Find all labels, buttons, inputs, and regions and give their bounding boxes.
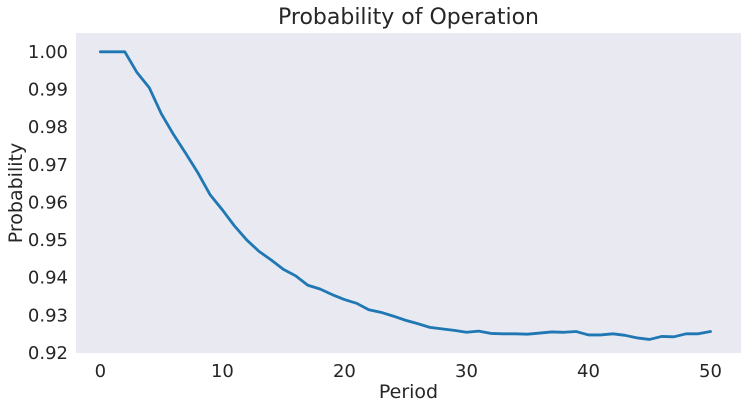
- y-tick-label: 0.99: [28, 79, 68, 100]
- x-axis-title: Period: [379, 381, 438, 403]
- chart-title: Probability of Operation: [278, 5, 539, 30]
- y-tick-label: 0.96: [28, 192, 68, 213]
- y-axis-title: Probability: [5, 143, 27, 243]
- x-tick-label: 0: [95, 361, 106, 382]
- plot-area: [76, 33, 741, 353]
- x-axis-ticks: 0 10 20 30 40 50: [95, 361, 722, 382]
- x-tick-label: 50: [699, 361, 722, 382]
- series-line-0: [99, 50, 712, 341]
- x-tick-label: 20: [333, 361, 356, 382]
- y-tick-label: 0.97: [28, 155, 68, 176]
- x-tick-label: 40: [577, 361, 600, 382]
- y-axis-ticks: 0.92 0.93 0.94 0.95 0.96 0.97 0.98 0.99 1.00: [28, 42, 68, 364]
- x-tick-label: 10: [211, 361, 234, 382]
- x-tick-label: 30: [455, 361, 478, 382]
- y-tick-label: 0.93: [28, 305, 68, 326]
- y-tick-label: 1.00: [28, 42, 68, 63]
- y-tick-label: 0.98: [28, 117, 68, 138]
- y-tick-label: 0.92: [28, 343, 68, 364]
- y-tick-label: 0.95: [28, 230, 68, 251]
- series-layer: [99, 50, 712, 341]
- y-tick-label: 0.94: [28, 268, 68, 289]
